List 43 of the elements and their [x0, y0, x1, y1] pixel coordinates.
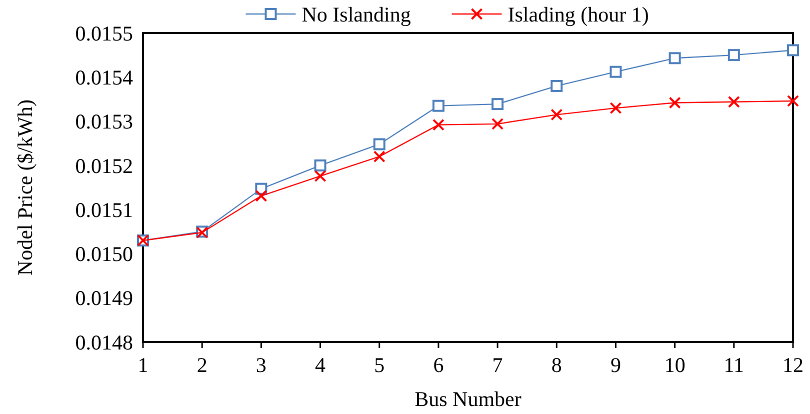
- y-tick-label: 0.0154: [75, 65, 134, 90]
- legend-label: No Islanding: [302, 2, 412, 26]
- x-tick-label: 8: [551, 353, 562, 377]
- legend-label: Islading (hour 1): [508, 2, 649, 26]
- x-tick-label: 9: [610, 353, 621, 377]
- x-tick-label: 12: [782, 353, 804, 377]
- point: [432, 118, 444, 131]
- point: [314, 170, 326, 182]
- y-tick-label: 0.0148: [75, 330, 133, 354]
- y-axis-title: Nodel Price ($/kWh): [13, 99, 37, 276]
- point: [492, 98, 504, 110]
- point: [610, 102, 622, 114]
- point: [668, 96, 681, 109]
- point: [787, 44, 799, 56]
- point: [373, 150, 386, 163]
- point: [728, 49, 740, 62]
- y-tick-label: 0.0153: [75, 110, 133, 134]
- x-tick-label: 6: [433, 353, 444, 377]
- y-tick-label: 0.0152: [75, 154, 133, 178]
- point: [550, 108, 563, 121]
- x-axis-title: Bus Number: [414, 387, 522, 411]
- x-tick-label: 2: [196, 353, 208, 377]
- y-tick-label: 0.0149: [75, 286, 133, 310]
- x-tick-label: 5: [374, 353, 385, 377]
- y-tick-label: 0.0150: [75, 242, 133, 266]
- x-tick-label: 7: [492, 353, 503, 377]
- point: [432, 100, 444, 112]
- y-tick-label: 0.0155: [75, 21, 133, 46]
- point: [787, 94, 799, 107]
- point: [373, 138, 386, 150]
- y-tick-label: 0.0151: [75, 198, 133, 222]
- point: [550, 80, 563, 92]
- point: [492, 118, 504, 130]
- point: [610, 66, 622, 78]
- point: [668, 52, 681, 64]
- point: [255, 190, 268, 202]
- x-tick-label: 1: [138, 353, 148, 377]
- x-tick-label: 3: [256, 353, 266, 377]
- point: [314, 159, 326, 172]
- x-tick-label: 4: [315, 353, 326, 377]
- point: [728, 96, 740, 108]
- x-tick-label: 10: [664, 353, 686, 377]
- x-tick-label: 11: [724, 353, 744, 377]
